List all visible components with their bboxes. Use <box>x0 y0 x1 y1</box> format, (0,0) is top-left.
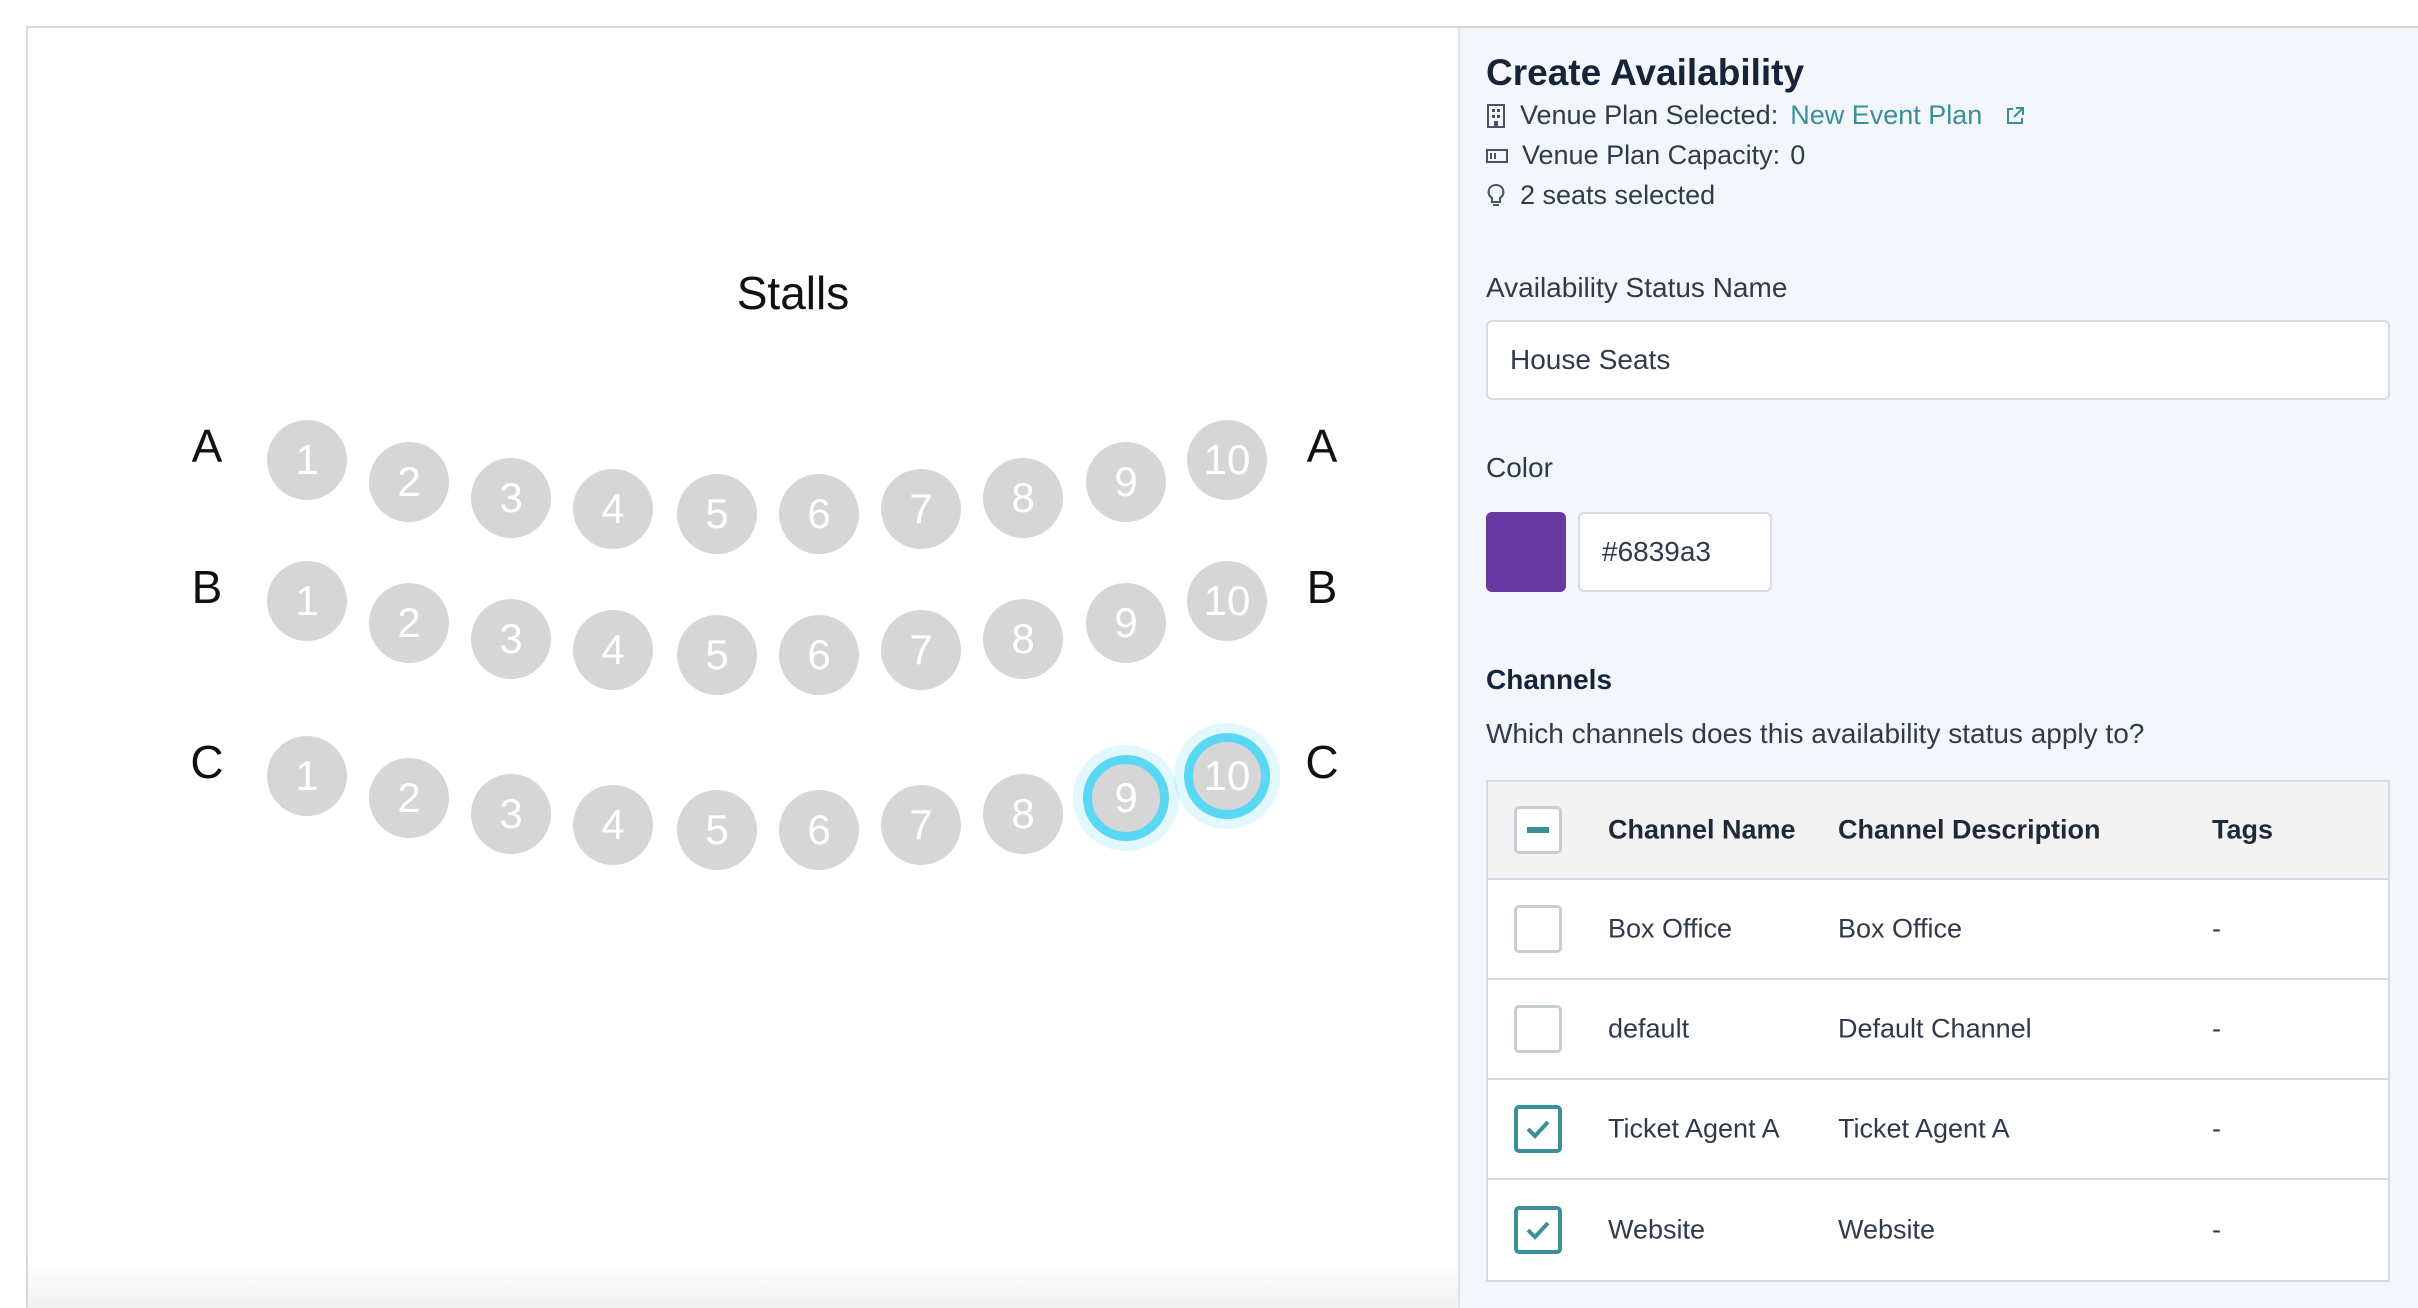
table-header: Channel Name Channel Description Tags <box>1488 782 2388 880</box>
status-name-input[interactable]: House Seats <box>1486 320 2390 400</box>
check-icon <box>1526 1120 1550 1139</box>
channel-name: Website <box>1608 1214 1706 1245</box>
seat-B6[interactable]: 6 <box>779 615 859 695</box>
channel-description: Website <box>1838 1214 1936 1245</box>
channels-title: Channels <box>1486 664 1613 695</box>
row-label-left: A <box>191 420 223 472</box>
seat-C1[interactable]: 1 <box>267 736 347 816</box>
create-availability-panel: Create Availability Venue Plan Selected:… <box>1458 28 2418 1308</box>
row-label-right: B <box>1306 561 1338 613</box>
venue-plan-row: Venue Plan Selected: New Event Plan <box>1486 100 2040 131</box>
channel-name: Box Office <box>1608 913 1733 944</box>
seat-C3[interactable]: 3 <box>471 774 551 854</box>
channel-name: default <box>1608 1013 1690 1044</box>
seat-B10[interactable]: 10 <box>1187 561 1267 641</box>
seat-B1[interactable]: 1 <box>267 561 347 641</box>
seat-A10[interactable]: 10 <box>1187 420 1267 500</box>
lightbulb-icon <box>1487 183 1505 206</box>
row-label-right: A <box>1306 420 1338 472</box>
ticket-icon <box>1486 148 1508 163</box>
seat-C8[interactable]: 8 <box>983 774 1063 854</box>
seat-B2[interactable]: 2 <box>369 583 449 663</box>
header-channel-name[interactable]: Channel Name <box>1608 814 1796 845</box>
row-label-right: C <box>1305 736 1339 788</box>
row-label-left: C <box>190 736 224 788</box>
seat-A2[interactable]: 2 <box>369 442 449 522</box>
seat-C4[interactable]: 4 <box>573 785 653 865</box>
channel-tags: - <box>2212 1214 2221 1245</box>
select-all-checkbox[interactable] <box>1514 806 1562 854</box>
header-channel-description[interactable]: Channel Description <box>1838 814 2101 845</box>
external-link-icon[interactable] <box>2004 105 2026 127</box>
seat-C9[interactable]: 9 <box>1083 755 1169 841</box>
channels-description: Which channels does this availability st… <box>1486 718 2145 749</box>
channel-description: Ticket Agent A <box>1838 1113 2010 1144</box>
row-label-left: B <box>191 561 223 613</box>
seat-C2[interactable]: 2 <box>369 758 449 838</box>
seat-A9[interactable]: 9 <box>1086 442 1166 522</box>
seat-B7[interactable]: 7 <box>881 610 961 690</box>
venue-plan-link[interactable]: New Event Plan <box>1790 100 1983 130</box>
channel-description: Default Channel <box>1838 1013 2032 1044</box>
seats-selected-row: 2 seats selected <box>1486 180 1715 211</box>
building-icon <box>1487 103 1505 128</box>
capacity-row: Venue Plan Capacity: 0 <box>1486 140 1805 171</box>
capacity-value: 0 <box>1790 140 1806 170</box>
seat-C6[interactable]: 6 <box>779 790 859 870</box>
seat-B3[interactable]: 3 <box>471 599 551 679</box>
venue-plan-label: Venue Plan Selected: <box>1520 100 1779 130</box>
panel-title: Create Availability <box>1486 52 1805 93</box>
seat-A1[interactable]: 1 <box>267 420 347 500</box>
seat-A8[interactable]: 8 <box>983 458 1063 538</box>
channel-tags: - <box>2212 1113 2221 1144</box>
color-hex-input[interactable]: #6839a3 <box>1578 512 1772 592</box>
channel-description: Box Office <box>1838 913 1963 944</box>
color-label: Color <box>1486 452 1553 483</box>
section-title: Stalls <box>736 267 850 319</box>
seat-A4[interactable]: 4 <box>573 469 653 549</box>
seat-A7[interactable]: 7 <box>881 469 961 549</box>
seat-C10[interactable]: 10 <box>1184 733 1270 819</box>
row-checkbox[interactable] <box>1514 1005 1562 1053</box>
capacity-label: Venue Plan Capacity: <box>1522 140 1781 170</box>
seat-B9[interactable]: 9 <box>1086 583 1166 663</box>
seat-C7[interactable]: 7 <box>881 785 961 865</box>
app-frame <box>26 26 2418 1308</box>
channel-name: Ticket Agent A <box>1608 1113 1780 1144</box>
minus-icon <box>1527 827 1549 833</box>
table-row[interactable]: default Default Channel - <box>1488 980 2388 1080</box>
color-swatch[interactable] <box>1486 512 1566 592</box>
seat-A3[interactable]: 3 <box>471 458 551 538</box>
seat-B8[interactable]: 8 <box>983 599 1063 679</box>
seat-C5[interactable]: 5 <box>677 790 757 870</box>
row-checkbox[interactable] <box>1514 905 1562 953</box>
scroll-fade <box>28 1262 1458 1308</box>
seat-A6[interactable]: 6 <box>779 474 859 554</box>
table-row[interactable]: Ticket Agent A Ticket Agent A - <box>1488 1080 2388 1180</box>
seats-selected-text: 2 seats selected <box>1520 180 1716 210</box>
seat-B4[interactable]: 4 <box>573 610 653 690</box>
seat-A5[interactable]: 5 <box>677 474 757 554</box>
channel-tags: - <box>2212 1013 2221 1044</box>
table-row[interactable]: Box Office Box Office - <box>1488 880 2388 980</box>
header-tags[interactable]: Tags <box>2212 814 2274 845</box>
table-row[interactable]: Website Website - <box>1488 1180 2388 1280</box>
status-name-label: Availability Status Name <box>1486 272 1788 303</box>
check-icon <box>1526 1221 1550 1240</box>
seat-B5[interactable]: 5 <box>677 615 757 695</box>
row-checkbox[interactable] <box>1514 1105 1562 1153</box>
channel-tags: - <box>2212 913 2221 944</box>
seat-map: Stalls A A 1 2 3 4 5 6 7 8 9 10 B B 1 2 3 4 5 6 7 8 9 10 C C 1 2 3 4 5… <box>28 28 1458 1308</box>
channels-table: Channel Name Channel Description Tags Bo… <box>1486 780 2390 1282</box>
row-checkbox[interactable] <box>1514 1206 1562 1254</box>
